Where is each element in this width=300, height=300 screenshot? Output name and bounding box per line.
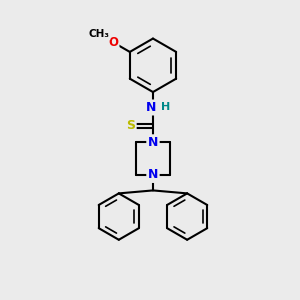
Text: O: O: [108, 36, 118, 49]
Text: N: N: [148, 169, 158, 182]
Text: H: H: [161, 103, 170, 112]
Text: S: S: [126, 119, 135, 132]
Text: N: N: [146, 101, 156, 114]
Text: CH₃: CH₃: [88, 29, 110, 39]
Text: N: N: [148, 136, 158, 149]
